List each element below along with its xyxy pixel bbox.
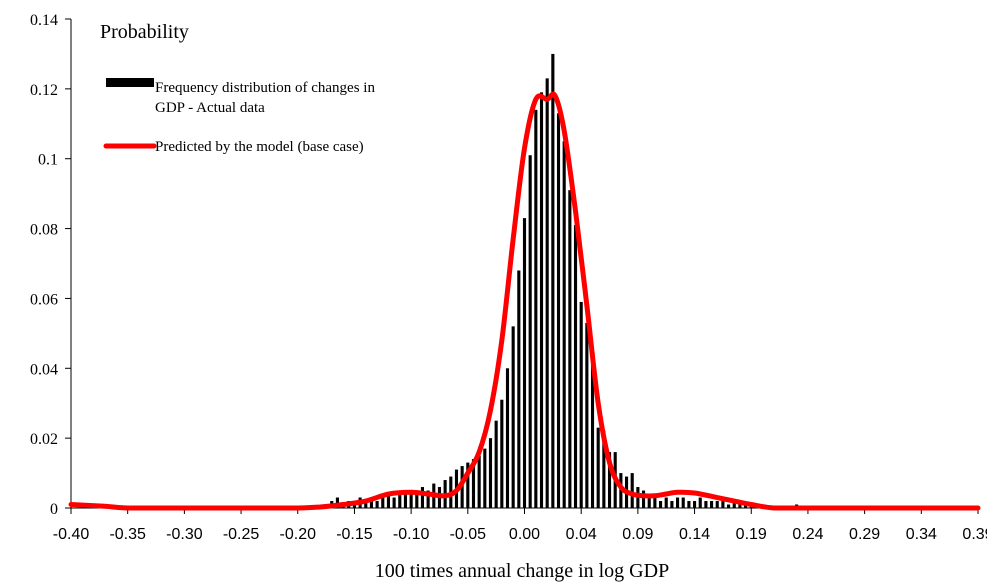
- histogram-bar: [607, 452, 612, 508]
- x-tick-label: -0.05: [450, 526, 487, 543]
- x-tick-label: 0.00: [509, 526, 540, 543]
- histogram-bar: [710, 501, 714, 508]
- x-tick-label: -0.40: [53, 526, 90, 543]
- y-tick-label: 0.08: [30, 222, 58, 239]
- x-tick-label: -0.15: [336, 526, 373, 543]
- histogram-bar: [556, 113, 561, 509]
- histogram-bar: [693, 501, 697, 508]
- x-tick-label: -0.30: [166, 526, 203, 543]
- y-tick-label: 0.04: [30, 361, 58, 378]
- x-tick-label: -0.10: [393, 526, 430, 543]
- histogram-bar: [375, 501, 379, 508]
- legend-bar-swatch: [106, 78, 154, 87]
- histogram-bar: [534, 109, 538, 509]
- x-tick-label: 0.19: [736, 526, 767, 543]
- x-tick-label: -0.20: [280, 526, 317, 543]
- histogram-bar: [738, 504, 742, 508]
- x-tick-label: 0.04: [566, 526, 597, 543]
- histogram-bar: [364, 501, 368, 508]
- histogram-bar: [528, 155, 532, 508]
- histogram-bar: [602, 431, 606, 508]
- histogram-bar: [721, 501, 725, 508]
- histogram-bar: [704, 501, 708, 508]
- histogram-bar: [477, 455, 481, 508]
- histogram-bar: [681, 497, 685, 508]
- histogram-bar: [420, 487, 425, 508]
- histogram-bar: [511, 326, 515, 508]
- legend-bar-label-line1: Frequency distribution of changes in: [155, 80, 375, 96]
- histogram-bar: [675, 497, 680, 508]
- histogram-bar: [369, 497, 374, 508]
- y-tick-label: 0.12: [30, 82, 58, 99]
- x-tick-label: 0.24: [792, 526, 823, 543]
- histogram-bar: [573, 225, 578, 509]
- histogram-bar: [392, 497, 396, 508]
- histogram-bar: [500, 399, 504, 508]
- histogram-bar: [386, 494, 391, 508]
- bar-series: [330, 53, 799, 509]
- histogram-bar: [415, 494, 419, 508]
- x-tick-label: 0.29: [849, 526, 880, 543]
- histogram-bar: [505, 368, 510, 508]
- histogram-bar: [670, 501, 674, 508]
- x-tick-label: 0.34: [906, 526, 937, 543]
- histogram-bar: [715, 501, 719, 508]
- histogram-bar: [494, 420, 498, 508]
- histogram-bar: [658, 501, 663, 508]
- y-tick-label: 0.06: [30, 291, 58, 308]
- x-tick-label: -0.25: [223, 526, 260, 543]
- histogram-bar: [579, 301, 583, 508]
- histogram-bar: [596, 427, 600, 508]
- histogram-bar: [727, 504, 731, 508]
- histogram-bar: [585, 322, 589, 508]
- histogram-bar: [630, 473, 634, 508]
- histogram-bar: [653, 497, 657, 508]
- histogram-bar: [539, 92, 544, 508]
- histogram-bar: [403, 494, 408, 508]
- histogram-bar: [590, 364, 595, 508]
- legend-bar-label: Frequency distribution of changes in GDP…: [155, 80, 379, 116]
- x-tick-label: 0.09: [622, 526, 653, 543]
- histogram-bar: [522, 218, 527, 509]
- histogram-bar: [517, 270, 521, 508]
- histogram-bar: [488, 438, 493, 508]
- histogram-bar: [744, 504, 748, 508]
- histogram-bar: [426, 490, 430, 508]
- histogram-bar: [641, 490, 646, 508]
- histogram-bar: [483, 448, 487, 508]
- y-tick-label: 0.14: [30, 12, 58, 29]
- histogram-bar: [398, 494, 402, 508]
- x-tick-label: -0.35: [109, 526, 146, 543]
- y-tick-label: 0.1: [38, 152, 58, 169]
- histogram-bar: [698, 497, 702, 508]
- model-line: [68, 91, 981, 511]
- histogram-bar: [466, 462, 470, 508]
- line-series: [68, 91, 981, 511]
- y-axis: 0 0.02 0.04 0.06 0.08 0.1 0.12 0.14: [30, 12, 72, 518]
- legend-line-label: Predicted by the model (base case): [155, 139, 364, 155]
- x-axis-label: 100 times annual change in log GDP: [375, 560, 669, 582]
- histogram-bar: [381, 497, 385, 508]
- y-tick-label: 0.02: [30, 431, 58, 448]
- histogram-bar: [562, 141, 566, 508]
- histogram-bar: [409, 490, 413, 508]
- histogram-bar: [551, 53, 555, 509]
- legend: Frequency distribution of changes in GDP…: [103, 78, 379, 155]
- histogram-bar: [545, 78, 549, 508]
- histogram-bar: [664, 497, 668, 508]
- histogram-bar: [471, 459, 476, 508]
- x-tick-label: 0.39: [962, 526, 987, 543]
- histogram-bar: [647, 497, 651, 508]
- x-tick-label: 0.14: [679, 526, 710, 543]
- histogram-bar: [568, 190, 572, 508]
- y-axis-label: Probability: [100, 21, 189, 43]
- legend-bar-label-line2: GDP - Actual data: [155, 100, 265, 116]
- histogram-bar: [687, 501, 691, 508]
- x-axis: -0.40 -0.35 -0.30 -0.25 -0.20 -0.15 -0.10 -0.05…: [53, 507, 987, 543]
- y-tick-label: 0: [50, 501, 58, 518]
- histogram-bar: [732, 501, 736, 508]
